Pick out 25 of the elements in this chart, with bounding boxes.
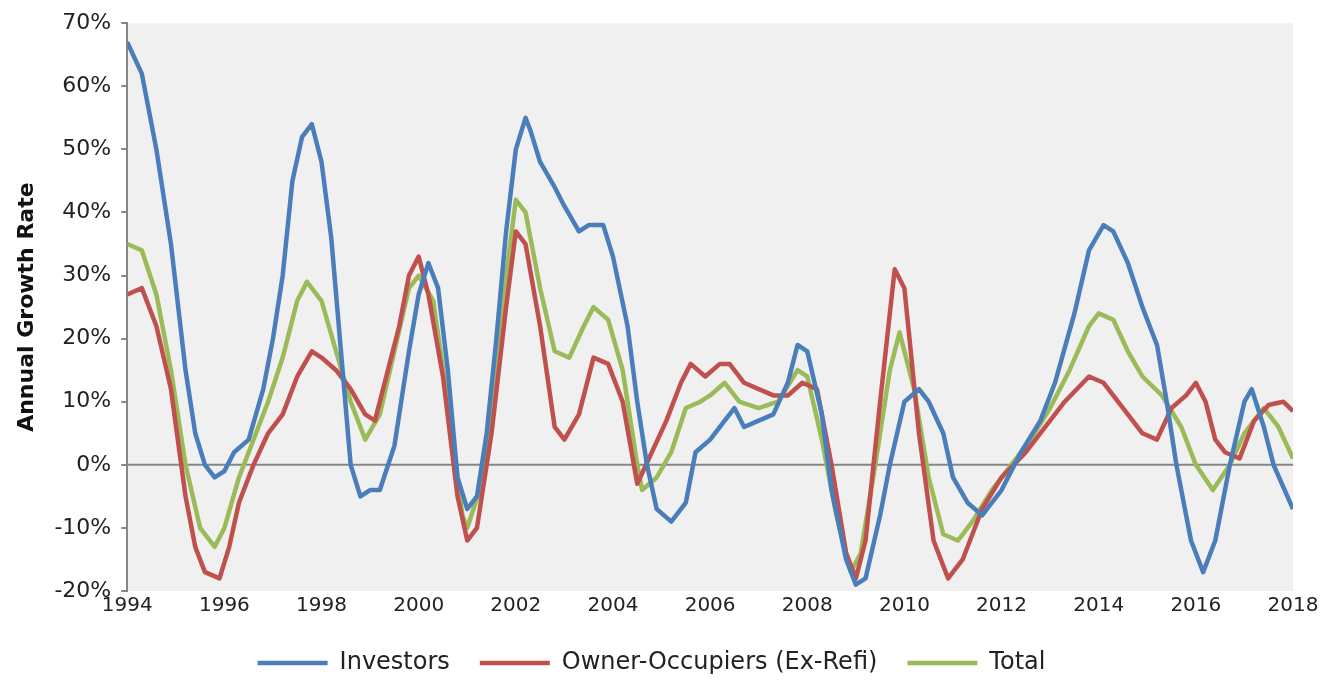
y-tick-label: 60% [62,72,112,98]
y-tick-label: 50% [62,135,112,161]
x-tick-label: 2004 [587,592,639,617]
y-tick-label: 20% [62,324,112,350]
x-tick-label: 2018 [1267,592,1319,617]
x-tick-label: 2002 [490,592,542,617]
y-tick-label: -10% [54,513,112,539]
y-tick-label: 40% [62,198,112,224]
legend-label: Total [988,647,1046,676]
x-tick-label: 2012 [976,592,1028,617]
x-tick-label: 1996 [198,592,250,617]
x-tick-label: 2008 [781,592,833,617]
x-tick-label: 2000 [393,592,445,617]
y-axis-title: Annual Growth Rate [12,182,38,432]
y-tick-label: 70% [62,8,112,34]
x-tick-label: 1998 [296,592,347,617]
y-tick-label: 0% [76,450,112,476]
legend-label: Owner-Occupiers (Ex-Refi) [561,647,878,676]
x-tick-label: 2016 [1170,592,1222,617]
legend-label: Investors [339,647,450,676]
x-tick-label: 2010 [878,592,930,617]
x-tick-label: 2014 [1073,592,1125,617]
y-tick-label: 10% [62,387,112,413]
x-tick-label: 2006 [684,592,736,617]
y-tick-label: 30% [62,261,112,287]
